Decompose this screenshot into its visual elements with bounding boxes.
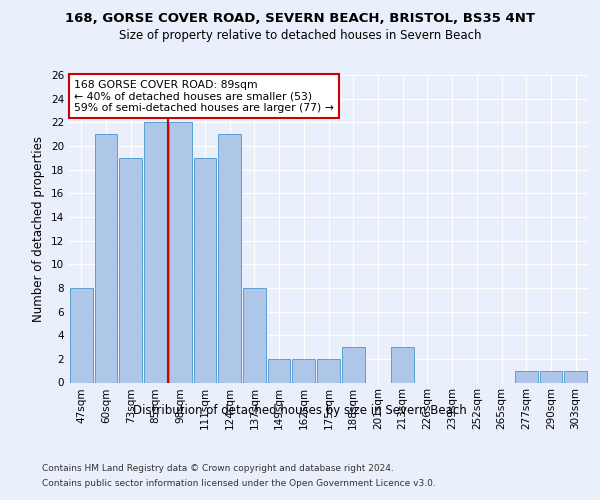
Text: Size of property relative to detached houses in Severn Beach: Size of property relative to detached ho… [119,29,481,42]
Bar [564,370,587,382]
Bar [317,359,340,382]
Text: Contains public sector information licensed under the Open Government Licence v3: Contains public sector information licen… [42,479,436,488]
Bar [119,158,142,382]
Text: Distribution of detached houses by size in Severn Beach: Distribution of detached houses by size … [133,404,467,417]
Text: Contains HM Land Registry data © Crown copyright and database right 2024.: Contains HM Land Registry data © Crown c… [42,464,394,473]
Bar [144,122,167,382]
Bar [243,288,266,382]
Bar [539,370,562,382]
Bar [342,347,365,382]
Bar [70,288,93,382]
Bar [268,359,290,382]
Bar [194,158,216,382]
Text: 168, GORSE COVER ROAD, SEVERN BEACH, BRISTOL, BS35 4NT: 168, GORSE COVER ROAD, SEVERN BEACH, BRI… [65,12,535,26]
Y-axis label: Number of detached properties: Number of detached properties [32,136,46,322]
Bar [218,134,241,382]
Text: 168 GORSE COVER ROAD: 89sqm
← 40% of detached houses are smaller (53)
59% of sem: 168 GORSE COVER ROAD: 89sqm ← 40% of det… [74,80,334,113]
Bar [95,134,118,382]
Bar [515,370,538,382]
Bar [391,347,414,382]
Bar [292,359,315,382]
Bar [169,122,191,382]
